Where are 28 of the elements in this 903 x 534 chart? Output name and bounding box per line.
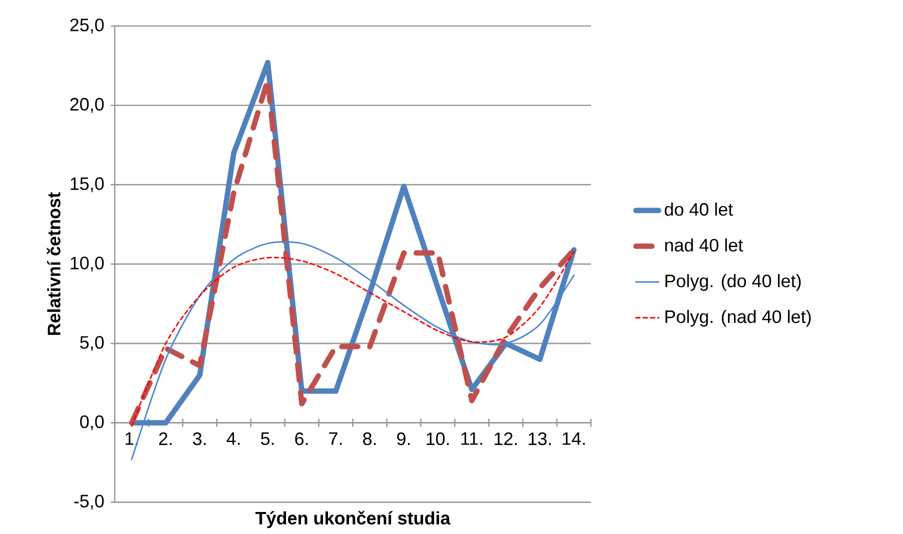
x-tick-label: 7. (329, 432, 342, 445)
legend-label: do 40 let (664, 202, 733, 216)
y-tick-label: -5,0 (74, 494, 104, 510)
y-axis-title: Relativní četnost (46, 192, 60, 335)
x-tick-label: 10. (426, 432, 449, 446)
x-tick-label: 2. (159, 432, 172, 445)
x-tick-label: 9. (397, 432, 410, 446)
y-tick-label: 25,0 (70, 18, 104, 34)
x-tick-label: 8. (363, 432, 376, 446)
x-tick-label: 5. (260, 432, 274, 445)
x-tick-label: 14. (562, 432, 585, 445)
x-tick-label: 13. (528, 432, 551, 446)
x-axis-title: Týden ukončení studia (255, 510, 450, 528)
x-tick-label: 11. (461, 432, 482, 445)
x-tick-label: 4. (226, 432, 240, 445)
legend-label: Polyg. (nad 40 let) (666, 310, 811, 327)
line-series (130, 250, 575, 427)
x-tick-label: 1. (126, 432, 138, 445)
x-tick-label: 3. (192, 432, 206, 446)
y-tick-label: 5,0 (80, 336, 104, 351)
y-tick-label: 0,0 (80, 415, 104, 430)
x-tick-label: 12. (494, 432, 517, 445)
legend-label: Polyg. (do 40 let) (666, 274, 801, 291)
y-tick-label: 20,0 (70, 98, 104, 113)
legend-label: nad 40 let (665, 238, 743, 252)
y-tick-label: 10,0 (70, 256, 104, 272)
y-tick-label: 15,0 (70, 177, 104, 192)
x-tick-label: 6. (295, 432, 308, 446)
